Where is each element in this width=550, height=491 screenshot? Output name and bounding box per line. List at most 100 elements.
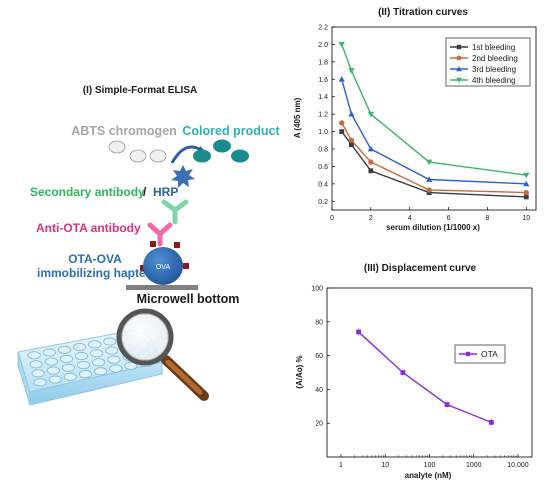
titration-legend-label: 4th bleeding [472,76,516,85]
microplate-well [90,349,104,358]
titration-data-point [338,42,345,48]
microplate-well [44,357,58,366]
titration-data-point [523,194,529,200]
displacement-y-tick-label: 40 [315,387,323,394]
titration-legend-marker [456,44,462,50]
displacement-x-tick-label: 1 [339,462,343,469]
colored-product-label: Colored product [182,124,280,138]
microplate-well [74,352,89,361]
titration-legend-marker [456,77,462,83]
secondary-antibody-icon [161,199,189,225]
microplate-well [57,345,72,354]
anti-ota-antibody-label: Anti-OTA antibody [36,221,141,235]
microplate-well [88,340,102,349]
titration-legend-marker [456,55,462,61]
displacement-plot-frame [326,287,533,458]
titration-data-point [339,129,345,134]
microplate-well [29,360,43,369]
titration-legend-label: 3rd bleeding [472,65,516,74]
displacement-x-tick-label: 100 [424,462,436,469]
displacement-y-tick-label: 60 [315,353,323,360]
titration-data-point [426,176,433,182]
displacement-y-tick-label: 80 [315,319,323,326]
titration-x-axis-label: serum dilution (1/1000 x) [386,223,480,232]
titration-data-point [368,168,374,174]
titration-data-point [348,111,355,117]
hrp-enzyme-icon [171,165,195,188]
titration-y-tick-label: 0.8 [318,147,328,154]
ota-hapten-icon [183,263,189,269]
microplate-well [94,367,108,376]
microplate-well [109,364,123,373]
ota-hapten-icon [150,241,156,247]
displacement-data-point [488,419,494,425]
colored-molecule [231,149,249,163]
immobilizing-hapten-label: immobilizing hapten [37,266,153,280]
titration-x-tick-label: 4 [408,215,412,222]
ota-hapten-icon [174,242,180,248]
elisa-title: (I) Simple-Format ELISA [83,85,197,96]
microplate-well [76,361,91,370]
titration-data-point [367,145,374,152]
microplate-well [105,346,119,355]
titration-y-tick-label: 2.2 [318,25,328,32]
titration-y-tick-label: 2.0 [318,42,328,49]
titration-plot-frame [331,26,537,211]
microwell-surface [126,285,198,290]
displacement-x-axis-label: analyte (nM) [405,471,452,480]
titration-data-point [523,180,530,187]
titration-y-tick-label: 0.4 [318,181,328,188]
titration-data-point [368,159,374,165]
displacement-legend-marker [465,351,471,357]
secondary-antibody-label: Secondary antibody [30,185,145,199]
titration-y-tick-label: 0.2 [318,199,328,206]
ova-label: OVA [156,264,171,271]
titration-data-point [426,159,433,166]
microplate-well [46,366,60,375]
anti-ota-antibody-icon [147,222,173,247]
titration-legend-label: 2nd bleeding [472,54,518,63]
microplate-well [31,369,45,378]
microplate-well [92,358,106,367]
microplate-well [72,343,87,352]
displacement-x-tick-label: 1000 [466,462,482,469]
microwell-bottom-label: Microwell bottom [137,292,240,306]
titration-y-tick-label: 1.4 [318,94,328,101]
titration-data-point [339,120,345,126]
titration-x-tick-label: 10 [522,215,530,222]
displacement-y-tick-label: 100 [311,286,323,293]
displacement-series-line [358,331,492,424]
titration-y-axis-label: A (405 nm) [293,97,302,138]
titration-data-point [338,76,345,82]
titration-y-tick-label: 1.0 [318,129,328,136]
displacement-data-point [356,329,362,335]
displacement-y-axis-label: (A/Ao) % [295,355,304,388]
titration-data-point [523,172,530,179]
ova-protein-icon [143,247,183,285]
titration-y-tick-label: 1.2 [318,112,328,119]
abts-molecule [129,149,147,163]
label-separator: / [143,185,147,199]
displacement-legend-label: OTA [481,349,498,359]
microplate-well [61,363,76,372]
titration-legend: 1st bleeding 2nd bleeding 3rd bleeding 4th … [445,37,531,87]
ota-ova-label: OTA-OVA [68,252,122,266]
titration-data-point [348,68,355,74]
magnifier-icon [116,308,209,401]
abts-molecule [108,140,126,154]
titration-legend-label: 1st bleeding [472,43,515,52]
displacement-chart: (III) Displacement curve 1 10 100 1000 10,00… [295,263,533,480]
microplate-well [59,354,74,363]
titration-chart: (II) Titration curves 0 2 4 6 8 10 0.2 0.4 0.6 0.… [293,7,537,232]
abts-molecule [149,149,167,163]
displacement-x-tick-label: 10 [381,462,389,469]
displacement-x-tick-label: 10,000 [507,462,529,469]
titration-x-tick-label: 8 [485,215,489,222]
titration-data-point [367,111,374,118]
microplate-well [63,372,78,381]
hrp-label: HRP [153,185,178,199]
titration-x-tick-label: 6 [447,215,451,222]
displacement-data-point [444,402,450,408]
titration-data-point [523,189,529,196]
